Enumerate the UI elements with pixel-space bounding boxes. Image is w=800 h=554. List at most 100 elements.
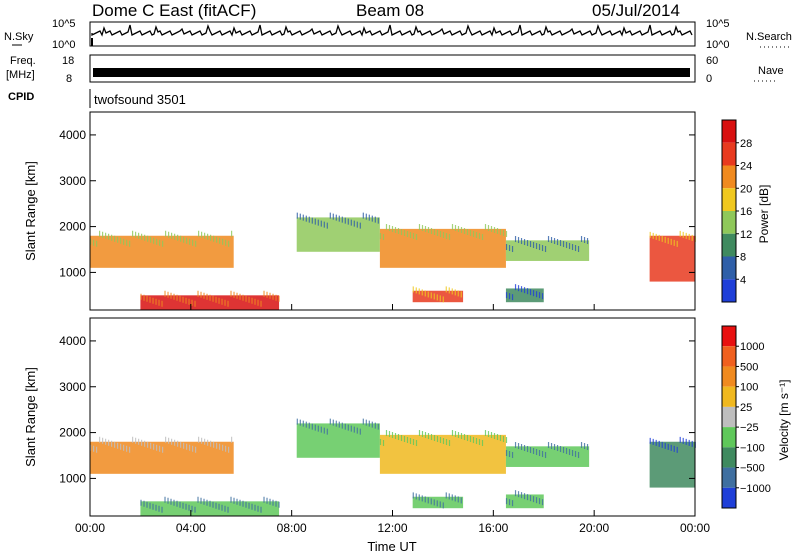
power-echo-streak [210,234,212,241]
velocity-echo-streak [308,422,310,429]
velocity-echo-streak [269,498,271,505]
velocity-echo-streak [99,436,101,443]
power-echo-streak [377,217,379,224]
velocity-echo-streak [233,497,235,504]
power-echo-streak [159,239,161,246]
power-colorbar-tick-label: 28 [740,138,752,150]
velocity-echo-region [649,441,695,488]
velocity-echo-streak [374,422,376,429]
power-echo-streak [254,298,256,305]
power-echo-streak [673,239,675,246]
velocity-echo-streak [514,490,517,497]
power-echo-streak [177,234,179,241]
velocity-echo-streak [670,444,672,451]
power-echo-streak [427,291,429,298]
power-echo-streak [412,233,415,240]
velocity-echo-streak [565,448,568,455]
power-echo-streak [138,232,140,239]
power-echo-streak [424,290,426,297]
velocity-colorbar-segment [722,427,736,448]
power-echo-streak [296,212,298,219]
velocity-echo-streak [201,437,203,444]
velocity-echo-streak [156,444,158,451]
power-echo-streak [183,236,185,243]
velocity-echo-streak [502,436,505,443]
power-echo-streak [144,234,146,241]
velocity-echo-streak [526,494,529,501]
velocity-echo-streak [460,497,462,504]
velocity-xtick-label: 08:00 [277,521,307,535]
power-colorbar-tick-label: 16 [740,206,752,218]
velocity-echo-streak [299,419,301,426]
velocity-echo-streak [182,502,184,509]
velocity-echo-streak [406,437,409,444]
velocity-echo-streak [302,420,304,427]
velocity-echo-streak [296,418,298,425]
power-echo-streak [347,218,349,225]
freq-right-tick-top: 60 [706,55,718,67]
velocity-echo-streak [418,430,421,437]
velocity-echo-streak [179,501,181,508]
velocity-echo-streak [574,451,577,458]
velocity-echo-streak [526,446,529,453]
power-yticks: 1000 2000 3000 4000 [59,128,695,279]
power-ytick-label: 2000 [59,220,86,234]
velocity-echo-streak [556,445,559,452]
velocity-echo-streak [658,440,660,447]
velocity-echo-streak [448,440,451,447]
velocity-colorbar-tick-label: 500 [740,361,758,373]
power-echo-streak [308,216,310,223]
power-echo-streak [168,231,170,238]
power-echo-streak [481,234,484,241]
velocity-echo-streak [460,433,463,440]
velocity-echo-streak [445,492,447,499]
power-echo-streak [430,292,432,299]
power-echo-streak [484,224,487,231]
velocity-echo-streak [165,436,167,443]
velocity-echo-streak [162,446,164,453]
power-echo-streak [433,293,435,300]
velocity-colorbar-frame [721,325,737,509]
power-echo-streak [338,215,340,222]
power-echo-streak [207,233,209,240]
velocity-plot-area [90,418,696,516]
power-echo-streak [448,287,450,294]
velocity-echo-streak [520,444,523,451]
power-echo-streak [502,230,505,237]
power-echo-streak [117,236,119,243]
velocity-echo-streak [487,431,490,438]
velocity-echo-streak [228,446,230,453]
velocity-echo-streak [329,418,331,425]
velocity-echo-streak [415,493,417,500]
power-echo-streak [415,234,418,241]
velocity-echo-region [90,441,234,474]
nave-label: Nave [758,65,784,77]
power-echo-streak [149,296,151,303]
power-echo-streak [230,290,232,297]
velocity-echo-streak [170,498,172,505]
power-echo-streak [102,231,104,238]
velocity-echo-streak [305,421,307,428]
power-echo-streak [108,233,110,240]
power-echo-streak [385,224,388,231]
power-echo-streak [661,235,663,242]
power-echo-streak [216,236,218,243]
velocity-echo-streak [535,497,538,504]
velocity-echo-streak [541,451,544,458]
power-echo-streak [222,238,224,245]
velocity-echo-streak [212,501,214,508]
velocity-echo-streak [400,435,403,442]
power-echo-streak [526,288,529,295]
power-echo-streak [511,246,514,253]
velocity-echo-streak [523,493,526,500]
velocity-echo-streak [553,444,556,451]
power-echo-streak [445,286,447,293]
velocity-echo-streak [571,450,574,457]
power-colorbar-label: Power [dB] [757,185,771,244]
velocity-echo-streak [451,430,454,437]
power-panel: Slant Range [km] 1000 2000 3000 4000 4 8 12 16… [23,111,771,311]
power-echo-streak [523,239,526,246]
velocity-echo-streak [409,438,412,445]
velocity-echo-streak [412,439,415,446]
power-echo-streak [508,245,511,252]
